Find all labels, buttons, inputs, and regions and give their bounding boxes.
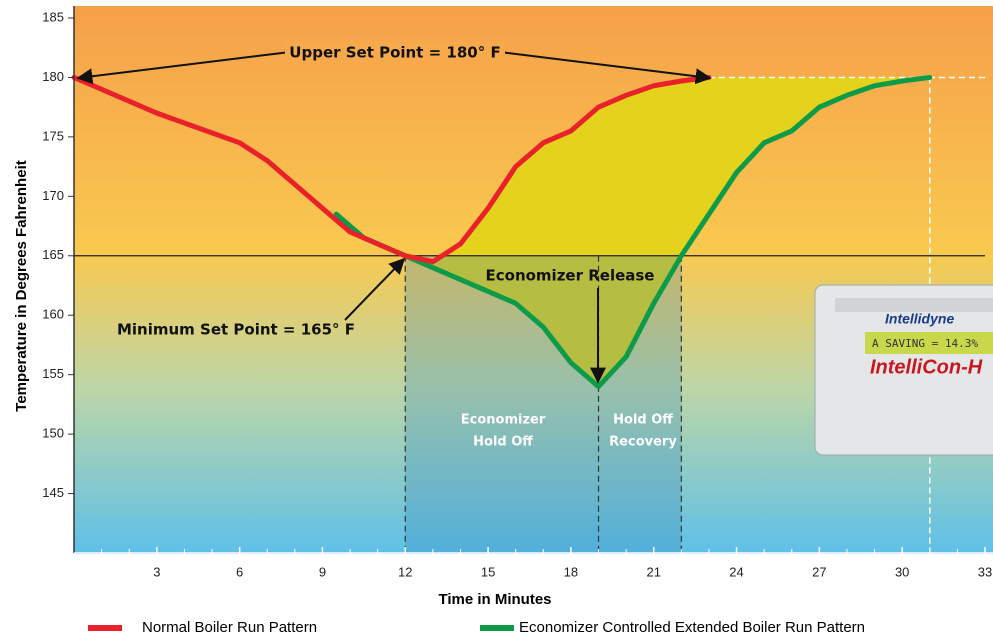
annotation: Hold Off [613,413,673,428]
y-tick-label: 175 [42,128,64,143]
y-tick-label: 145 [42,485,64,500]
x-tick-label: 21 [646,564,660,579]
y-axis-title: Temperature in Degrees Fahrenheit [13,160,30,411]
x-tick-label: 3 [153,564,160,579]
annotation: Economizer Release [486,267,655,285]
device: Intellidyne A SAVING = 14.3% IntelliCon-… [815,285,993,455]
x-tick-label: 24 [729,564,743,579]
y-tick-label: 170 [42,188,64,203]
x-tick-label: 15 [481,564,495,579]
device-display: A SAVING = 14.3% [872,337,978,350]
chart: Upper Set Point = 180° F Minimum Set Poi… [0,0,993,640]
y-tick-label: 180 [42,69,64,84]
x-tick-label: 30 [895,564,909,579]
x-tick-label: 18 [564,564,578,579]
device-brand: Intellidyne [885,311,954,327]
x-tick-label: 12 [398,564,412,579]
x-tick-label: 33 [978,564,992,579]
y-tick-label: 165 [42,247,64,262]
annotation: Hold Off [473,435,533,450]
legend-label: Normal Boiler Run Pattern [142,619,317,636]
hold-off-band [405,256,681,553]
x-tick-label: 9 [319,564,326,579]
legend-label: Economizer Controlled Extended Boiler Ru… [519,619,865,636]
x-axis-title: Time in Minutes [438,591,551,608]
annotation: Upper Set Point = 180° F [289,44,500,62]
annotation: Recovery [609,435,677,450]
x-tick-label: 27 [812,564,826,579]
x-tick-label: 6 [236,564,243,579]
y-tick-label: 185 [42,9,64,24]
device-product: IntelliCon-H [870,356,983,378]
annotation: Economizer [461,413,546,428]
y-tick-label: 160 [42,307,64,322]
y-tick-label: 150 [42,426,64,441]
annotation: Minimum Set Point = 165° F [117,321,355,339]
y-tick-label: 155 [42,366,64,381]
